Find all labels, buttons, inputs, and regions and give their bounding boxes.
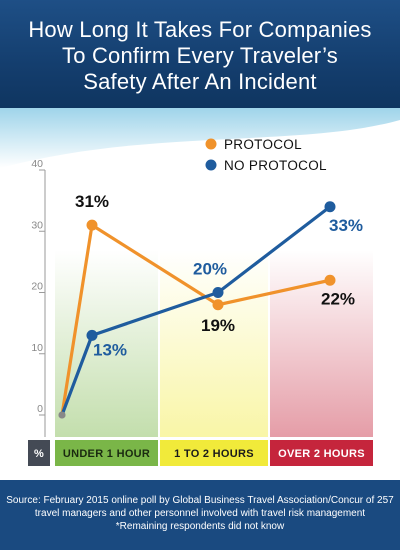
- legend-label-2: NO PROTOCOL: [224, 158, 327, 173]
- source-footer: Source: February 2015 online poll by Glo…: [0, 480, 400, 550]
- y-tick-label-0: 0: [37, 403, 43, 415]
- data-label-1-1: 31%: [75, 192, 109, 211]
- chart-title-line-3: Safety After An Incident: [83, 69, 317, 94]
- series-2-point-3: [212, 287, 224, 298]
- category-label-box-3: [270, 440, 373, 466]
- y-axis-unit-label: %: [34, 448, 44, 460]
- series-line-1: [60, 223, 331, 416]
- y-tick-label-2: 20: [31, 281, 43, 293]
- category-label-3: OVER 2 HOURS: [278, 448, 365, 460]
- category-band-3: [270, 250, 373, 437]
- series-1-point-3: [212, 299, 224, 311]
- chart-title-line-1: How Long It Takes For Companies: [28, 17, 372, 42]
- data-label-2-3: 33%: [329, 216, 363, 235]
- data-label-1-2: 19%: [201, 316, 235, 335]
- series-1-point-2: [86, 219, 98, 231]
- legend-marker-1: [205, 138, 217, 150]
- series-2-point-4: [324, 201, 336, 213]
- y-unit-box: [28, 440, 50, 466]
- data-label-2-1: 13%: [93, 340, 127, 359]
- category-label-box-1: [55, 440, 158, 466]
- category-label-2: 1 TO 2 HOURS: [174, 448, 254, 460]
- decorative-swoosh: [0, 108, 400, 168]
- legend-marker-2: [205, 159, 217, 171]
- title-banner: How Long It Takes For Companies To Confi…: [0, 0, 400, 108]
- data-label-2-2: 20%: [193, 260, 227, 279]
- category-label-box-2: [160, 440, 268, 466]
- data-label-1-3: 22%: [321, 289, 355, 308]
- category-label-1: UNDER 1 HOUR: [63, 448, 150, 460]
- chart-title-line-2: To Confirm Every Traveler’s: [62, 43, 338, 68]
- footer-note: *Remaining respondents did not know: [115, 521, 285, 532]
- series-line-2: [60, 205, 331, 416]
- footer-source-line-2: travel managers and other personnel invo…: [34, 508, 366, 519]
- footer-source-line-1: Source: February 2015 online poll by Glo…: [6, 495, 394, 506]
- series-2-point-2: [86, 329, 98, 341]
- legend-label-1: PROTOCOL: [224, 137, 302, 152]
- line-chart: UNDER 1 HOUR 1 TO 2 HOURS OVER 2 HOURS 0 10 2…: [28, 137, 373, 466]
- series-1-point-4: [324, 274, 336, 286]
- y-tick-label-4: 40: [31, 158, 43, 170]
- y-tick-label-1: 10: [31, 342, 43, 354]
- series-2-point-1: [58, 411, 66, 419]
- y-tick-label-3: 30: [31, 219, 43, 231]
